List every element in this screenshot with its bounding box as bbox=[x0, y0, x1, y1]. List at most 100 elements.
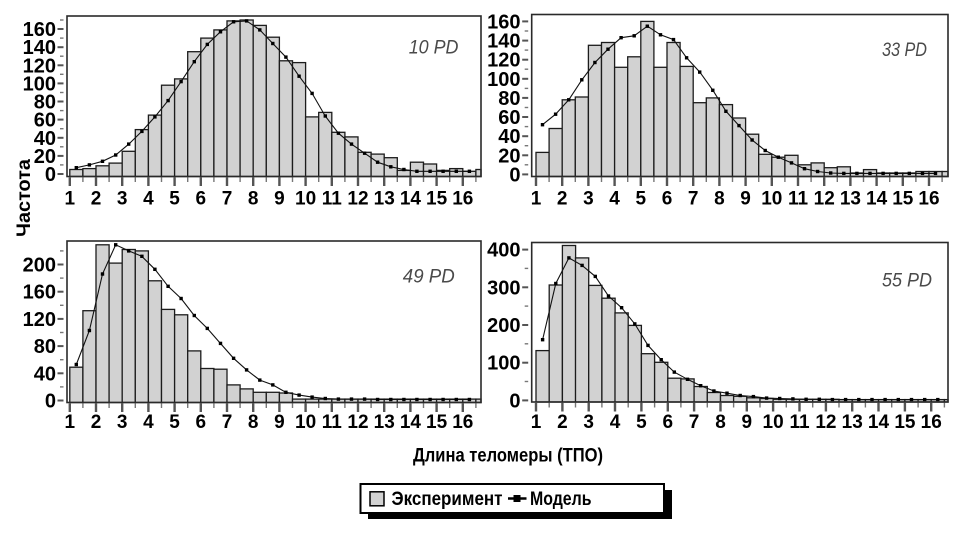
svg-text:16: 16 bbox=[452, 412, 473, 433]
svg-text:14: 14 bbox=[866, 189, 888, 210]
svg-text:0: 0 bbox=[45, 391, 56, 413]
svg-text:6: 6 bbox=[196, 412, 207, 433]
svg-text:7: 7 bbox=[689, 412, 700, 433]
svg-text:14: 14 bbox=[400, 412, 422, 433]
svg-text:4: 4 bbox=[143, 189, 154, 210]
svg-text:140: 140 bbox=[487, 31, 520, 53]
svg-text:7: 7 bbox=[688, 189, 699, 210]
svg-text:10: 10 bbox=[761, 189, 782, 210]
svg-text:3: 3 bbox=[117, 189, 128, 210]
svg-text:3: 3 bbox=[583, 412, 594, 433]
svg-text:160: 160 bbox=[23, 19, 56, 41]
svg-text:9: 9 bbox=[742, 412, 753, 433]
svg-text:13: 13 bbox=[840, 189, 861, 210]
svg-text:4: 4 bbox=[609, 189, 620, 210]
svg-text:5: 5 bbox=[169, 412, 180, 433]
svg-text:160: 160 bbox=[23, 282, 56, 304]
svg-text:Модель: Модель bbox=[530, 489, 592, 510]
svg-text:40: 40 bbox=[498, 126, 520, 148]
svg-text:4: 4 bbox=[610, 412, 621, 433]
svg-text:12: 12 bbox=[347, 412, 368, 433]
svg-text:1: 1 bbox=[65, 189, 76, 210]
svg-text:160: 160 bbox=[487, 11, 520, 33]
svg-text:2: 2 bbox=[557, 189, 568, 210]
svg-text:16: 16 bbox=[918, 189, 939, 210]
svg-text:2: 2 bbox=[91, 189, 102, 210]
svg-text:11: 11 bbox=[322, 189, 343, 210]
svg-text:15: 15 bbox=[426, 189, 448, 210]
svg-text:6: 6 bbox=[663, 412, 674, 433]
svg-text:400: 400 bbox=[487, 240, 520, 262]
svg-text:16: 16 bbox=[921, 412, 942, 433]
svg-text:60: 60 bbox=[498, 107, 520, 129]
svg-text:0: 0 bbox=[509, 164, 520, 186]
svg-text:15: 15 bbox=[892, 189, 914, 210]
svg-text:49 PD: 49 PD bbox=[403, 267, 455, 288]
svg-text:4: 4 bbox=[143, 412, 154, 433]
svg-text:1: 1 bbox=[65, 412, 76, 433]
svg-text:12: 12 bbox=[347, 189, 368, 210]
svg-text:55 PD: 55 PD bbox=[882, 271, 932, 292]
svg-text:11: 11 bbox=[789, 412, 810, 433]
svg-text:9: 9 bbox=[274, 189, 285, 210]
svg-text:300: 300 bbox=[487, 277, 520, 299]
svg-text:120: 120 bbox=[487, 50, 520, 72]
svg-text:140: 140 bbox=[23, 37, 56, 59]
svg-text:3: 3 bbox=[117, 412, 128, 433]
svg-text:200: 200 bbox=[487, 315, 520, 337]
svg-text:0: 0 bbox=[509, 390, 520, 412]
svg-text:5: 5 bbox=[636, 189, 647, 210]
svg-text:7: 7 bbox=[222, 412, 233, 433]
svg-text:100: 100 bbox=[23, 73, 56, 95]
svg-text:20: 20 bbox=[34, 146, 56, 168]
svg-text:1: 1 bbox=[531, 189, 542, 210]
svg-text:13: 13 bbox=[374, 189, 395, 210]
svg-text:3: 3 bbox=[583, 189, 594, 210]
svg-text:20: 20 bbox=[498, 145, 520, 167]
svg-text:13: 13 bbox=[842, 412, 863, 433]
svg-text:12: 12 bbox=[814, 189, 835, 210]
svg-text:Эксперимент: Эксперимент bbox=[392, 489, 503, 510]
svg-text:11: 11 bbox=[322, 412, 343, 433]
svg-text:8: 8 bbox=[715, 412, 726, 433]
svg-text:Длина теломеры (ТПО): Длина теломеры (ТПО) bbox=[413, 445, 603, 467]
svg-text:13: 13 bbox=[374, 412, 395, 433]
svg-text:1: 1 bbox=[531, 412, 542, 433]
svg-text:10: 10 bbox=[763, 412, 784, 433]
svg-text:9: 9 bbox=[274, 412, 285, 433]
svg-text:8: 8 bbox=[248, 189, 259, 210]
svg-text:6: 6 bbox=[662, 189, 673, 210]
svg-text:10: 10 bbox=[295, 412, 316, 433]
svg-text:14: 14 bbox=[400, 189, 422, 210]
svg-text:9: 9 bbox=[740, 189, 751, 210]
svg-text:80: 80 bbox=[498, 88, 520, 110]
svg-text:16: 16 bbox=[452, 189, 473, 210]
svg-text:40: 40 bbox=[34, 128, 56, 150]
svg-text:100: 100 bbox=[487, 69, 520, 91]
svg-text:Частота: Частота bbox=[13, 159, 35, 237]
svg-text:12: 12 bbox=[815, 412, 836, 433]
svg-text:120: 120 bbox=[23, 309, 56, 331]
svg-text:8: 8 bbox=[248, 412, 259, 433]
svg-text:6: 6 bbox=[196, 189, 207, 210]
svg-text:14: 14 bbox=[868, 412, 890, 433]
svg-text:2: 2 bbox=[557, 412, 568, 433]
svg-text:33 PD: 33 PD bbox=[882, 40, 927, 61]
svg-text:100: 100 bbox=[487, 353, 520, 375]
svg-text:7: 7 bbox=[222, 189, 233, 210]
svg-text:15: 15 bbox=[894, 412, 916, 433]
svg-text:2: 2 bbox=[91, 412, 102, 433]
svg-text:200: 200 bbox=[23, 255, 56, 277]
svg-text:60: 60 bbox=[34, 110, 56, 132]
svg-text:10 PD: 10 PD bbox=[409, 38, 459, 59]
svg-text:80: 80 bbox=[34, 336, 56, 358]
svg-text:80: 80 bbox=[34, 92, 56, 114]
svg-text:5: 5 bbox=[636, 412, 647, 433]
svg-text:8: 8 bbox=[714, 189, 725, 210]
svg-text:0: 0 bbox=[45, 164, 56, 186]
svg-text:11: 11 bbox=[788, 189, 809, 210]
svg-text:5: 5 bbox=[169, 189, 180, 210]
svg-text:10: 10 bbox=[295, 189, 316, 210]
svg-text:15: 15 bbox=[426, 412, 448, 433]
svg-text:40: 40 bbox=[34, 363, 56, 385]
